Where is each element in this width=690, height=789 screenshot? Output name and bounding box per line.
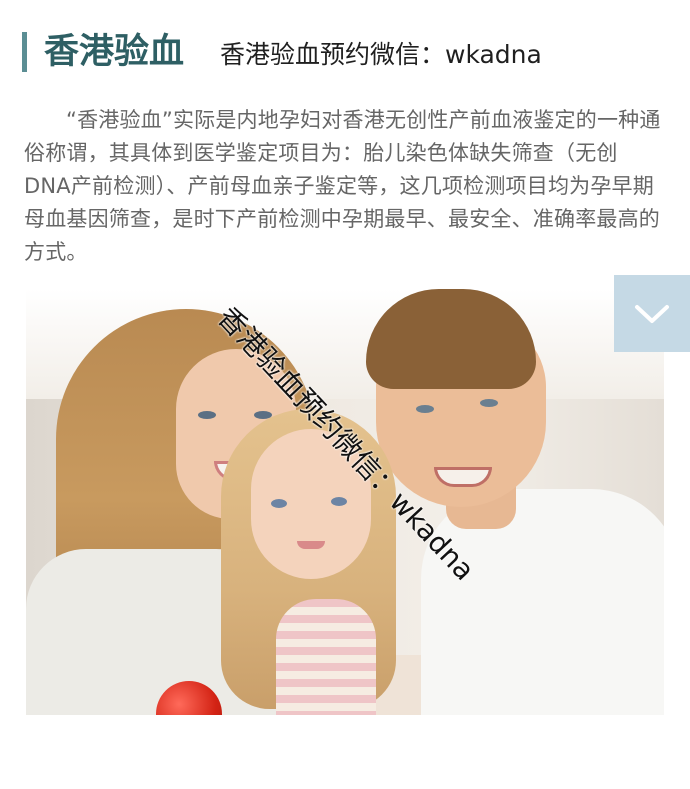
intro-paragraph: “香港验血”实际是内地孕妇对香港无创性产前血液鉴定的一种通俗称谓，其具体到医学鉴…	[24, 104, 664, 269]
title-accent-bar	[22, 32, 27, 72]
girl-striped-top	[276, 599, 376, 715]
girl-eye-left	[271, 499, 287, 508]
page-subtitle: 香港验血预约微信：wkadna	[220, 36, 542, 74]
father-eye-left	[416, 405, 434, 413]
family-photo	[26, 289, 664, 715]
chevron-down-icon	[634, 303, 670, 325]
father-eye-right	[480, 399, 498, 407]
page-title: 香港验血	[44, 28, 184, 76]
intro-text: “香港验血”实际是内地孕妇对香港无创性产前血液鉴定的一种通俗称谓，其具体到医学鉴…	[24, 104, 664, 269]
page-header: 香港验血 香港验血预约微信：wkadna	[22, 28, 682, 78]
girl-mouth	[297, 541, 325, 549]
girl-eye-right	[331, 497, 347, 506]
father-smile	[434, 467, 492, 487]
mother-eye-left	[198, 411, 216, 419]
scroll-down-button[interactable]	[614, 275, 690, 352]
